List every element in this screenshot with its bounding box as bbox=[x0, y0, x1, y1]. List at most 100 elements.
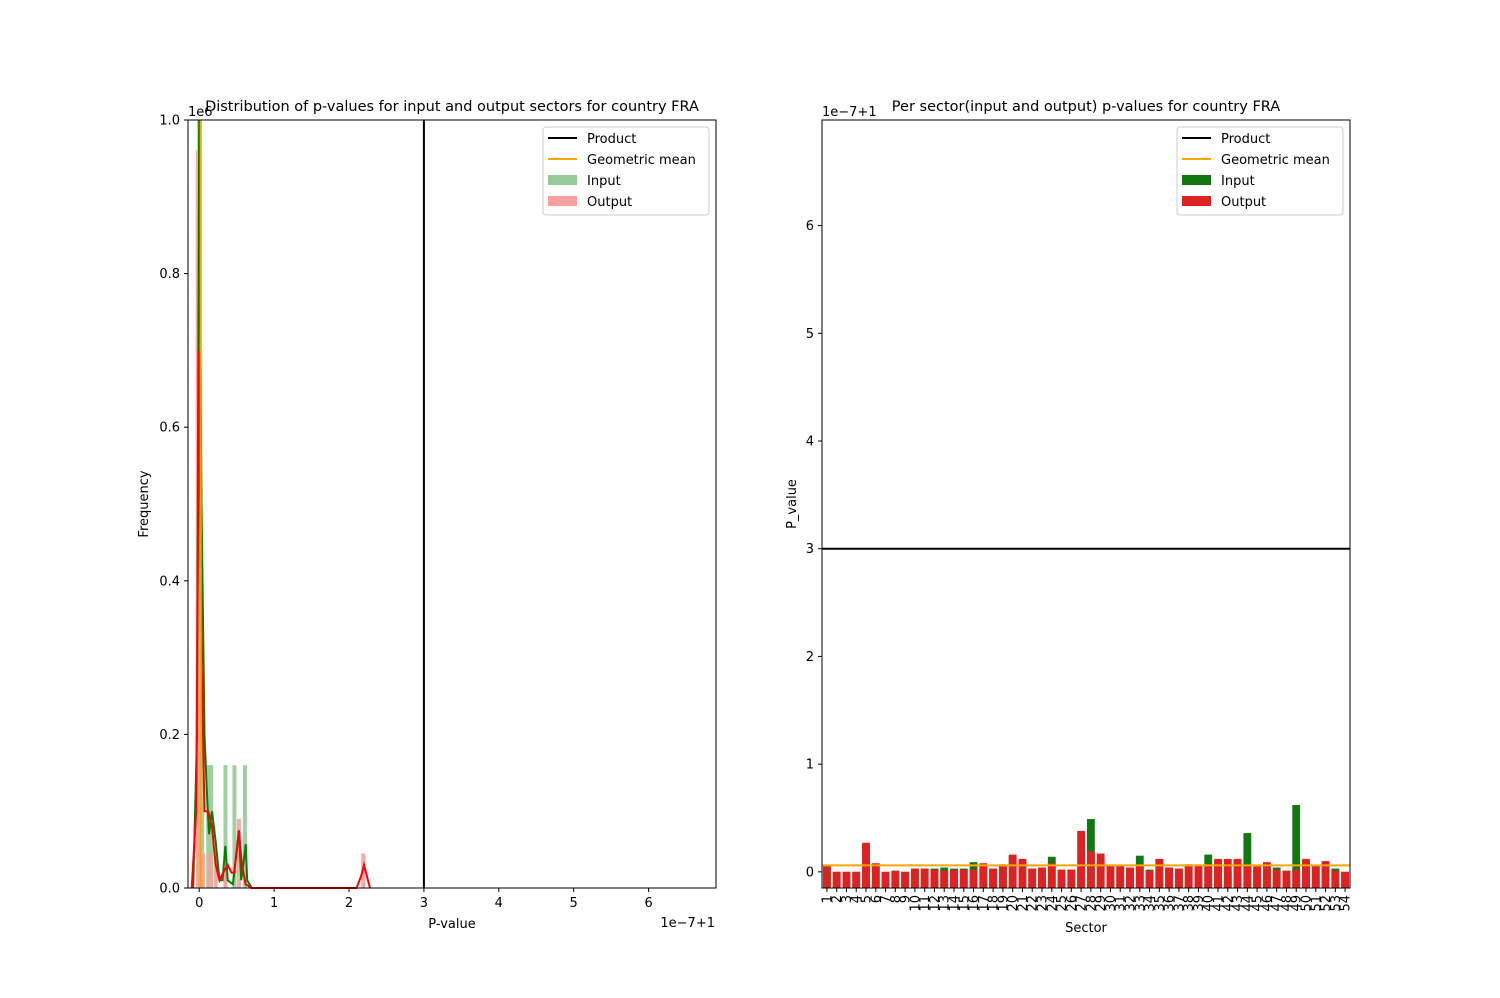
y-tick-label: 2 bbox=[806, 650, 814, 665]
output-bar bbox=[832, 871, 841, 888]
x-tick-label: 0 bbox=[195, 896, 203, 911]
output-bar bbox=[910, 868, 919, 888]
x-tick-label: 37 bbox=[1172, 895, 1187, 912]
output-bar bbox=[1184, 865, 1193, 888]
x-tick-label: 1 bbox=[270, 896, 278, 911]
legend-output-label: Output bbox=[587, 195, 632, 210]
legend-output-label: Output bbox=[1221, 195, 1266, 210]
x-tick-label: 25 bbox=[1055, 895, 1070, 912]
y-tick-label: 5 bbox=[806, 327, 814, 342]
y-tick-label: 6 bbox=[806, 219, 814, 234]
x-tick-label: 43 bbox=[1231, 895, 1246, 912]
output-bar bbox=[1086, 851, 1095, 888]
output-bar bbox=[979, 863, 988, 888]
x-tick-label: 19 bbox=[996, 895, 1011, 912]
x-tick-label: 47 bbox=[1270, 895, 1285, 912]
x-tick-label: 52 bbox=[1319, 895, 1334, 912]
y-tick-label: 1.0 bbox=[159, 114, 180, 129]
input-bar bbox=[1292, 805, 1301, 888]
x-tick-label: 32 bbox=[1124, 895, 1139, 912]
output-kde-line bbox=[190, 350, 371, 889]
x-tick-label: 50 bbox=[1300, 895, 1315, 912]
x-tick-label: 16 bbox=[967, 895, 982, 912]
output-bar bbox=[1311, 865, 1320, 888]
x-tick-label: 2 bbox=[345, 896, 353, 911]
output-bar bbox=[1262, 862, 1271, 888]
output-bar bbox=[1341, 871, 1350, 888]
y-tick-label: 0.4 bbox=[159, 574, 180, 589]
output-bar bbox=[1165, 867, 1174, 888]
output-bar bbox=[1145, 870, 1154, 888]
output-hist-bar bbox=[213, 853, 218, 888]
input-hist-bar bbox=[200, 734, 205, 888]
output-bar bbox=[1321, 861, 1330, 888]
x-tick-label: 3 bbox=[840, 895, 855, 903]
legend-geomean-label: Geometric mean bbox=[1221, 153, 1330, 168]
output-bar bbox=[1204, 864, 1213, 888]
x-tick-label: 31 bbox=[1114, 895, 1129, 912]
x-tick-label: 3 bbox=[420, 896, 428, 911]
left-marks bbox=[190, 119, 425, 889]
left-legend: Product Geometric mean Input Output bbox=[542, 126, 710, 216]
x-tick-label: 34 bbox=[1143, 895, 1158, 912]
x-tick-label: 39 bbox=[1192, 895, 1207, 912]
output-bar bbox=[1028, 868, 1037, 888]
x-tick-label: 14 bbox=[948, 895, 963, 912]
x-tick-label: 40 bbox=[1202, 895, 1217, 912]
left-plot-frame bbox=[187, 119, 717, 889]
left-x-ticks: 0 1 2 3 4 5 6 bbox=[195, 888, 653, 911]
x-tick-label: 6 bbox=[869, 895, 884, 903]
output-bar bbox=[959, 869, 968, 888]
x-tick-label: 18 bbox=[987, 895, 1002, 912]
legend-output-swatch bbox=[1182, 196, 1211, 206]
x-tick-label: 8 bbox=[889, 895, 904, 903]
x-tick-label: 41 bbox=[1212, 895, 1227, 912]
legend-input-label: Input bbox=[1221, 174, 1255, 189]
x-tick-label: 2 bbox=[830, 895, 845, 903]
x-tick-label: 5 bbox=[860, 895, 875, 903]
legend-input-swatch bbox=[548, 175, 577, 185]
output-bar bbox=[1253, 866, 1262, 888]
output-bar bbox=[940, 870, 949, 888]
x-tick-label: 26 bbox=[1065, 895, 1080, 912]
legend-output-swatch bbox=[548, 196, 577, 206]
x-tick-label: 42 bbox=[1221, 895, 1236, 912]
x-tick-label: 24 bbox=[1045, 895, 1060, 912]
output-hist-bar bbox=[236, 818, 241, 888]
output-hist-bar bbox=[207, 853, 212, 888]
y-tick-label: 4 bbox=[806, 434, 814, 449]
output-bar bbox=[1331, 870, 1340, 888]
output-bar bbox=[998, 865, 1007, 888]
output-bar bbox=[901, 871, 910, 888]
output-bar bbox=[920, 868, 929, 888]
output-bar bbox=[1077, 830, 1086, 888]
x-tick-label: 33 bbox=[1133, 895, 1148, 912]
left-y-axis-label: Frequency bbox=[137, 470, 152, 537]
output-bar bbox=[842, 871, 851, 888]
right-plot-frame bbox=[821, 119, 1351, 889]
legend-product-label: Product bbox=[587, 132, 636, 147]
right-legend-frame bbox=[1176, 126, 1344, 216]
output-bar bbox=[1194, 865, 1203, 888]
output-bar bbox=[1214, 858, 1222, 888]
right-legend: Product Geometric mean Input Output bbox=[1176, 126, 1344, 216]
output-bar bbox=[1057, 869, 1066, 888]
x-tick-label: 1 bbox=[820, 895, 835, 903]
left-x-offset-label: 1e−7+1 bbox=[660, 916, 715, 931]
x-tick-label: 17 bbox=[977, 895, 992, 912]
output-hist-bar bbox=[200, 853, 205, 888]
x-tick-label: 30 bbox=[1104, 895, 1119, 912]
left-y-ticks: 0.0 0.2 0.4 0.6 0.8 1.0 bbox=[159, 114, 188, 897]
x-tick-label: 22 bbox=[1026, 895, 1041, 912]
y-tick-label: 1 bbox=[806, 758, 814, 773]
y-tick-label: 0 bbox=[806, 865, 814, 880]
x-tick-label: 21 bbox=[1016, 895, 1031, 912]
x-tick-label: 4 bbox=[850, 895, 865, 903]
right-y-ticks: 0 1 2 3 4 5 6 bbox=[806, 219, 822, 880]
left-legend-frame bbox=[542, 126, 710, 216]
output-bar bbox=[1106, 865, 1115, 888]
x-tick-label: 7 bbox=[879, 895, 894, 903]
x-tick-label: 10 bbox=[908, 895, 923, 912]
x-tick-label: 49 bbox=[1290, 895, 1305, 912]
output-bar bbox=[1282, 870, 1291, 888]
